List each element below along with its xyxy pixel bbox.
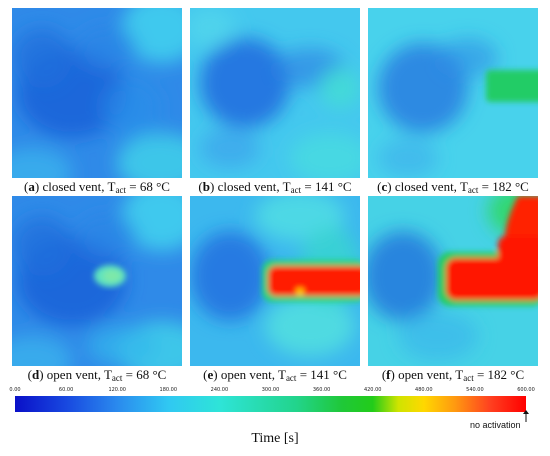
colorbar-tick-label: 360.00 bbox=[312, 387, 331, 393]
axis-title: Time [s] bbox=[251, 431, 299, 446]
caption-c: (c) closed vent, Tact = 182 °C bbox=[377, 179, 529, 195]
arrow-up-icon bbox=[523, 410, 529, 422]
heatmap-panel-a bbox=[12, 8, 182, 178]
colorbar-tick-label: 120.00 bbox=[108, 387, 126, 393]
heatmap-panel-c bbox=[368, 8, 538, 178]
colorbar-tick-label: 0.00 bbox=[9, 387, 21, 393]
colorbar bbox=[15, 396, 526, 412]
caption-e: (e) open vent, Tact = 141 °C bbox=[203, 367, 347, 383]
caption-a: (a) closed vent, Tact = 68 °C bbox=[24, 179, 170, 195]
no-activation-label: no activation bbox=[470, 420, 521, 430]
colorbar-tick-label: 240.00 bbox=[210, 387, 229, 393]
heatmap-panel-b bbox=[190, 8, 360, 178]
colorbar-tick-label: 180.00 bbox=[159, 387, 178, 393]
colorbar-tick-label: 600.00 bbox=[517, 387, 535, 393]
caption-b: (b) closed vent, Tact = 141 °C bbox=[198, 179, 352, 195]
colorbar-tick-label: 420.00 bbox=[363, 387, 382, 393]
caption-f: (f) open vent, Tact = 182 °C bbox=[381, 367, 525, 383]
colorbar-tick-label: 300.00 bbox=[261, 387, 280, 393]
caption-d: (d) open vent, Tact = 68 °C bbox=[27, 367, 167, 383]
colorbar-tick-label: 60.00 bbox=[58, 387, 74, 393]
colorbar-tick-label: 480.00 bbox=[415, 387, 433, 393]
colorbar-tick-label: 540.00 bbox=[466, 387, 484, 393]
heatmap-panel-e bbox=[190, 196, 360, 366]
heatmap-panel-f bbox=[368, 196, 538, 366]
heatmap-panel-d bbox=[12, 196, 182, 366]
